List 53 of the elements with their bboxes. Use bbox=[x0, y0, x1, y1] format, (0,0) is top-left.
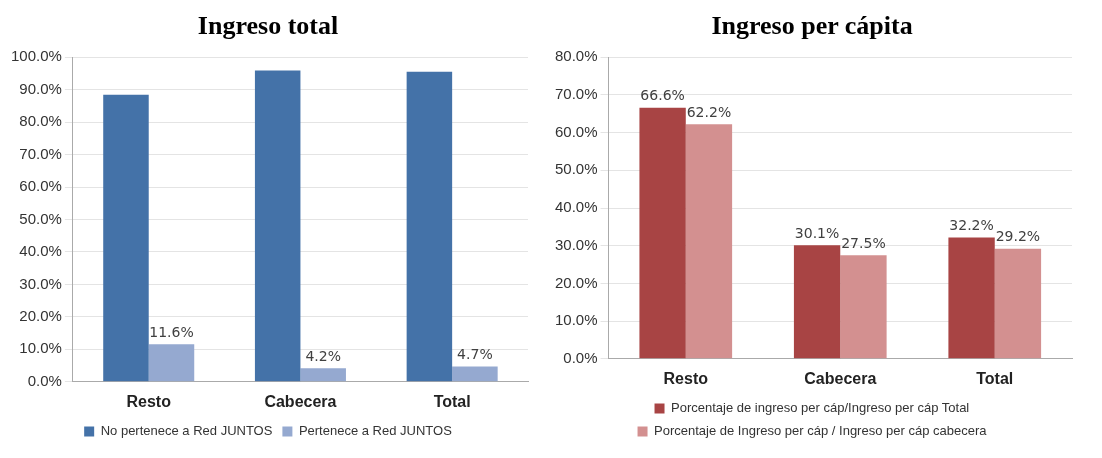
bar bbox=[840, 255, 887, 359]
y-tick-label: 10.0% bbox=[19, 339, 62, 357]
y-tick-label: 50.0% bbox=[554, 160, 598, 178]
x-tick-label: Resto bbox=[663, 369, 709, 387]
bar bbox=[994, 248, 1042, 359]
y-tick-label: 90.0% bbox=[19, 79, 62, 97]
y-tick-label: 80.0% bbox=[554, 47, 598, 65]
bar bbox=[254, 70, 301, 382]
data-label: 4.7% bbox=[457, 346, 493, 363]
legend-label: Porcentaje de ingreso per cáp/Ingreso per cáp Total bbox=[671, 400, 970, 416]
y-tick-label: 40.0% bbox=[554, 198, 598, 216]
x-tick-label: Total bbox=[433, 392, 471, 410]
bar bbox=[148, 344, 195, 382]
y-tick-label: 20.0% bbox=[19, 307, 62, 325]
data-label: 32.2% bbox=[949, 217, 994, 234]
x-tick-label: Total bbox=[976, 369, 1014, 387]
y-tick-label: 60.0% bbox=[19, 177, 62, 195]
data-label: 62.2% bbox=[686, 103, 732, 120]
bar bbox=[685, 124, 733, 359]
chart-title: Ingreso total bbox=[197, 11, 339, 41]
chart-title: Ingreso per cápita bbox=[711, 11, 913, 41]
bar bbox=[793, 245, 841, 359]
y-tick-label: 70.0% bbox=[554, 85, 598, 103]
bar bbox=[452, 366, 498, 382]
legend-label: Pertenece a Red JUNTOS bbox=[298, 423, 453, 439]
data-label: 27.5% bbox=[841, 234, 886, 251]
bar bbox=[948, 237, 995, 359]
y-tick-label: 100.0% bbox=[11, 47, 62, 65]
data-label: 11.6% bbox=[149, 323, 194, 340]
x-tick-label: Cabecera bbox=[804, 369, 877, 387]
y-tick-label: 40.0% bbox=[19, 242, 62, 260]
data-label: 30.1% bbox=[794, 224, 840, 241]
x-tick-label: Resto bbox=[126, 392, 172, 410]
bar bbox=[406, 71, 453, 382]
y-tick-label: 80.0% bbox=[19, 112, 62, 130]
bar bbox=[300, 368, 346, 382]
x-tick-label: Cabecera bbox=[264, 392, 337, 410]
legend-label: Porcentaje de Ingreso per cáp / Ingreso per cáp cabecera bbox=[654, 423, 988, 439]
bar bbox=[103, 94, 149, 382]
legend-label: No pertenece a Red JUNTOS bbox=[100, 423, 273, 439]
y-tick-label: 50.0% bbox=[19, 209, 62, 227]
y-tick-label: 10.0% bbox=[554, 311, 598, 329]
data-label: 4.2% bbox=[305, 347, 341, 364]
y-tick-label: 30.0% bbox=[554, 235, 598, 253]
data-label: 66.6% bbox=[640, 87, 685, 104]
bar bbox=[639, 107, 686, 359]
y-tick-label: 30.0% bbox=[19, 274, 62, 292]
y-tick-label: 20.0% bbox=[554, 273, 598, 291]
data-label: 29.2% bbox=[995, 228, 1041, 245]
y-tick-label: 0.0% bbox=[27, 371, 62, 389]
y-tick-label: 60.0% bbox=[554, 122, 598, 140]
y-tick-label: 0.0% bbox=[563, 348, 598, 366]
y-tick-label: 70.0% bbox=[19, 144, 62, 162]
